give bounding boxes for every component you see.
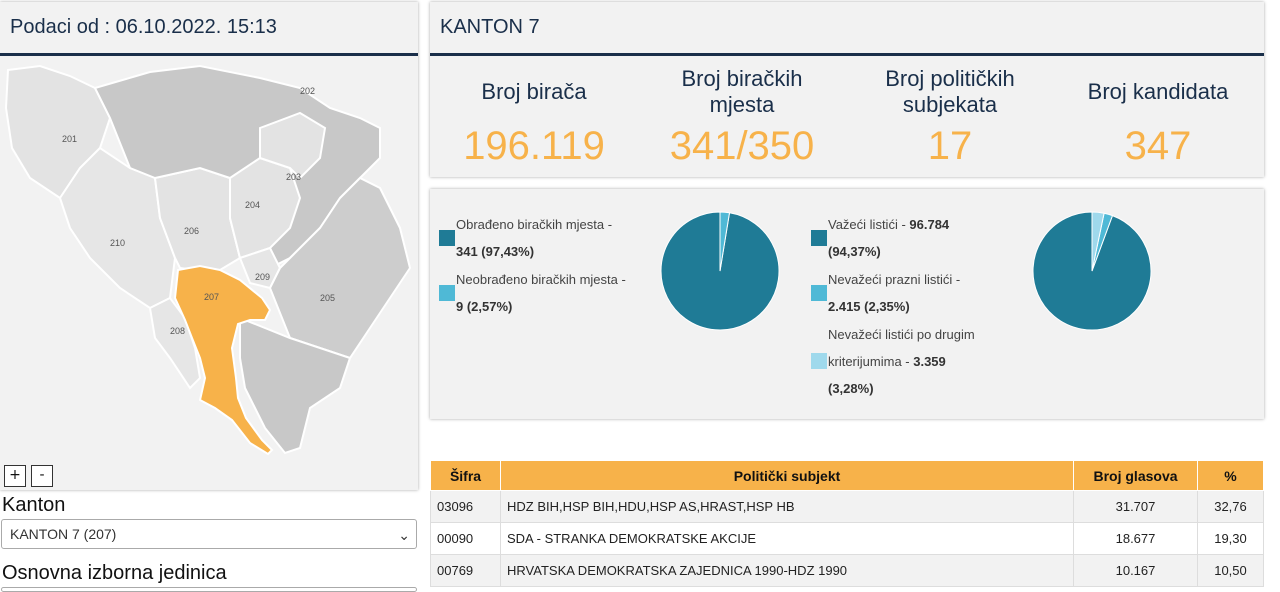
- legend-value: 3.359: [913, 354, 946, 369]
- data-timestamp: Podaci od : 06.10.2022. 15:13: [0, 2, 418, 56]
- map-label-201: 201: [62, 134, 77, 144]
- map-label-207: 207: [204, 292, 219, 302]
- legend-swatch-unprocessed: [439, 285, 455, 301]
- legend-value: 2.415 (2,35%): [828, 299, 910, 314]
- stat-value: 196.119: [463, 124, 605, 168]
- cell-code: 00769: [430, 554, 501, 587]
- pie-slice-3[interactable]: [1091, 211, 1105, 272]
- pie-chart-ballots[interactable]: [1030, 209, 1154, 333]
- col-header-votes[interactable]: Broj glasova: [1073, 460, 1198, 491]
- cell-subject: SDA - STRANKA DEMOKRATSKE AKCIJE: [500, 522, 1074, 555]
- cell-votes: 18.677: [1073, 522, 1198, 555]
- legend-swatch-invalid-other: [811, 353, 827, 369]
- stat-value: 17: [927, 124, 973, 168]
- stat-value: 347: [1124, 124, 1192, 168]
- legend-value: 96.784: [909, 217, 950, 232]
- cell-code: 03096: [430, 490, 501, 523]
- results-table: Šifra Politički subjekt Broj glasova % 0…: [430, 460, 1264, 587]
- legend-invalid-empty: Nevažeći prazni listići - 2.415 (2,35%): [828, 266, 960, 320]
- cell-subject: HDZ BIH,HSP BIH,HDU,HSP AS,HRAST,HSP HB: [500, 490, 1074, 523]
- cell-percent: 19,30: [1197, 522, 1264, 555]
- bih-map[interactable]: 201 202 203 204 205 206 207 208 209 210: [0, 58, 418, 490]
- legend-text: Neobrađeno biračkih mjesta -: [456, 272, 626, 287]
- cell-code: 00090: [430, 522, 501, 555]
- legend-percent: (3,28%): [828, 381, 874, 396]
- stat-value: 341/350: [669, 124, 815, 168]
- stat-political-subjects: Broj političkih subjekata 17: [846, 66, 1054, 169]
- map-label-203: 203: [286, 172, 301, 182]
- legend-text: Obrađeno biračkih mjesta -: [456, 217, 613, 232]
- kanton-select[interactable]: KANTON 7 (207) ⌄: [1, 519, 417, 549]
- stat-voters: Broj birača 196.119: [430, 66, 638, 169]
- map-panel: Podaci od : 06.10.2022. 15:13 201 202 20…: [0, 2, 418, 490]
- cell-votes: 31.707: [1073, 490, 1198, 523]
- stat-label: Broj kandidata: [1087, 79, 1229, 104]
- map-label-209: 209: [255, 272, 270, 282]
- stat-label: Broj birača: [481, 79, 587, 104]
- kanton-label: Kanton: [2, 494, 66, 516]
- pie-chart-polling-stations[interactable]: [658, 209, 782, 333]
- legend-valid: Važeći listići - 96.784 (94,37%): [828, 211, 949, 265]
- map-label-206: 206: [184, 226, 199, 236]
- map-label-205: 205: [320, 293, 335, 303]
- legend-swatch-valid: [811, 230, 827, 246]
- cell-subject: HRVATSKA DEMOKRATSKA ZAJEDNICA 1990-HDZ …: [500, 554, 1074, 587]
- col-header-code[interactable]: Šifra: [430, 460, 501, 491]
- legend-processed: Obrađeno biračkih mjesta - 341 (97,43%): [456, 211, 612, 265]
- col-header-percent[interactable]: %: [1197, 460, 1264, 491]
- legend-swatch-processed: [439, 230, 455, 246]
- col-header-subject[interactable]: Politički subjekt: [500, 460, 1074, 491]
- table-row[interactable]: 03096 HDZ BIH,HSP BIH,HDU,HSP AS,HRAST,H…: [430, 490, 1264, 523]
- legend-percent: (94,37%): [828, 244, 881, 259]
- legend-value: 341 (97,43%): [456, 244, 535, 259]
- map-label-202: 202: [300, 86, 315, 96]
- legend-swatch-invalid-empty: [811, 285, 827, 301]
- legend-unprocessed: Neobrađeno biračkih mjesta - 9 (2,57%): [456, 266, 626, 320]
- legend-text: Važeći listići -: [828, 217, 910, 232]
- stat-candidates: Broj kandidata 347: [1054, 66, 1262, 169]
- map-region-207-highlighted[interactable]: [173, 264, 274, 456]
- pie-slice-2[interactable]: [719, 211, 731, 272]
- map-region-208[interactable]: [148, 296, 202, 390]
- legend-text: Nevažeći prazni listići -: [828, 272, 961, 287]
- table-row[interactable]: 00090 SDA - STRANKA DEMOKRATSKE AKCIJE 1…: [430, 522, 1264, 555]
- zoom-out-button[interactable]: -: [31, 465, 53, 487]
- legend-value: 9 (2,57%): [456, 299, 513, 314]
- oij-label: Osnovna izborna jedinica: [2, 562, 227, 584]
- legend-invalid-other: Nevažeći listići po drugim kriterijumima…: [828, 321, 975, 402]
- stat-polling-stations: Broj biračkih mjesta 341/350: [638, 66, 846, 169]
- kanton-summary-panel: KANTON 7 Broj birača 196.119 Broj biračk…: [430, 2, 1264, 177]
- cell-votes: 10.167: [1073, 554, 1198, 587]
- charts-panel: Obrađeno biračkih mjesta - 341 (97,43%) …: [430, 189, 1264, 419]
- kanton-title: KANTON 7: [430, 2, 1264, 56]
- chevron-down-icon: ⌄: [398, 527, 410, 543]
- legend-text: kriterijumima -: [828, 354, 914, 369]
- map-region-203[interactable]: [259, 111, 327, 180]
- oij-select[interactable]: [1, 587, 417, 592]
- kanton-select-value: KANTON 7 (207): [10, 526, 117, 542]
- stat-label: Broj biračkih mjesta: [681, 66, 803, 117]
- map-label-208: 208: [170, 326, 185, 336]
- stat-label: Broj političkih subjekata: [885, 66, 1015, 117]
- cell-percent: 32,76: [1197, 490, 1264, 523]
- cell-percent: 10,50: [1197, 554, 1264, 587]
- table-row[interactable]: 00769 HRVATSKA DEMOKRATSKA ZAJEDNICA 199…: [430, 554, 1264, 587]
- zoom-in-button[interactable]: +: [4, 465, 26, 487]
- legend-text: Nevažeći listići po drugim: [828, 327, 975, 342]
- map-label-210: 210: [110, 238, 125, 248]
- map-region-south[interactable]: [239, 316, 352, 455]
- map-label-204: 204: [245, 200, 260, 210]
